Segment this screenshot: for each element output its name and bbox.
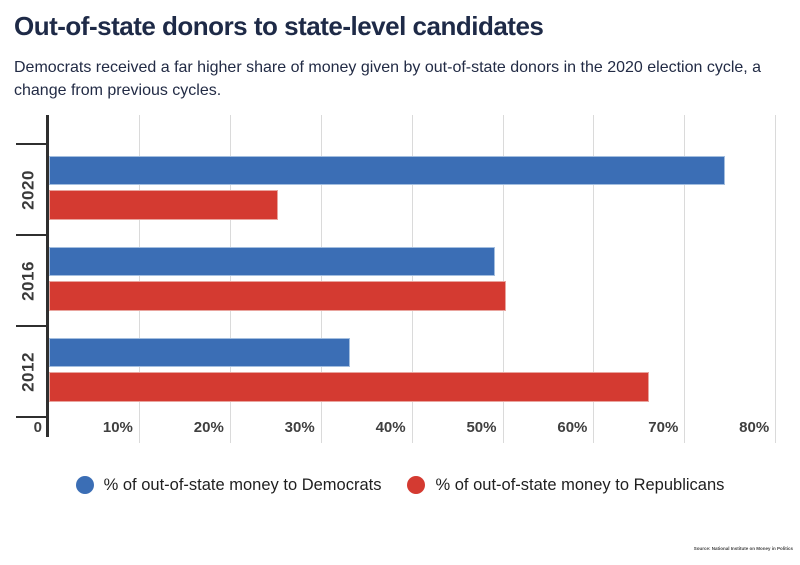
- x-tick-label-80: 80%: [739, 419, 770, 436]
- x-tick-label-60: 60%: [557, 419, 588, 436]
- gridline-10: [138, 115, 140, 443]
- bar-democrat-2012: [48, 338, 351, 367]
- year-label-2012: 2012: [18, 351, 37, 392]
- x-tick-label-30: 30%: [284, 419, 315, 436]
- bar-democrat-2016: [48, 247, 495, 276]
- axis-tick: [16, 325, 48, 327]
- page-title: Out-of-state donors to state-level candi…: [14, 11, 544, 41]
- axis-tick: [16, 416, 48, 418]
- x-tick-label-20: 20%: [193, 419, 224, 436]
- legend-item: % of out-of-state money to Republicans: [407, 476, 724, 495]
- gridline-60: [593, 115, 595, 443]
- gridline-20: [229, 115, 231, 443]
- legend-item: % of out-of-state money to Democrats: [75, 475, 382, 495]
- legend: % of out-of-state money to Democrats % of…: [0, 472, 800, 498]
- x-tick-label-70: 70%: [648, 419, 679, 436]
- x-tick-label-40: 40%: [375, 419, 406, 436]
- x-tick-label-50: 50%: [466, 419, 497, 436]
- year-label-2020: 2020: [18, 169, 37, 210]
- gridline-70: [684, 115, 686, 443]
- axis-tick: [16, 234, 48, 236]
- gridline-80: [775, 115, 777, 443]
- gridline-50: [502, 115, 504, 443]
- bar-democrat-2020: [48, 156, 725, 185]
- x-tick-label-0: 0: [33, 419, 42, 436]
- legend-swatch-icon: [407, 476, 426, 494]
- year-label-2016: 2016: [18, 260, 37, 301]
- legend-swatch-icon: [75, 476, 94, 494]
- legend-label: % of out-of-state money to Republicans: [435, 475, 725, 494]
- gridline-30: [320, 115, 322, 443]
- axis-tick: [16, 143, 48, 145]
- bar-republican-2012: [48, 372, 650, 402]
- page-subtitle: Democrats received a far higher share of…: [14, 59, 762, 99]
- x-tick-label-10: 10%: [102, 419, 133, 436]
- bar-republican-2020: [48, 190, 278, 220]
- y-axis-line: [46, 115, 49, 437]
- legend-label: % of out-of-state money to Democrats: [103, 475, 382, 494]
- gridline-40: [411, 115, 413, 443]
- bar-republican-2016: [48, 281, 506, 311]
- source-note: Source: National Institute on Money in P…: [693, 546, 793, 551]
